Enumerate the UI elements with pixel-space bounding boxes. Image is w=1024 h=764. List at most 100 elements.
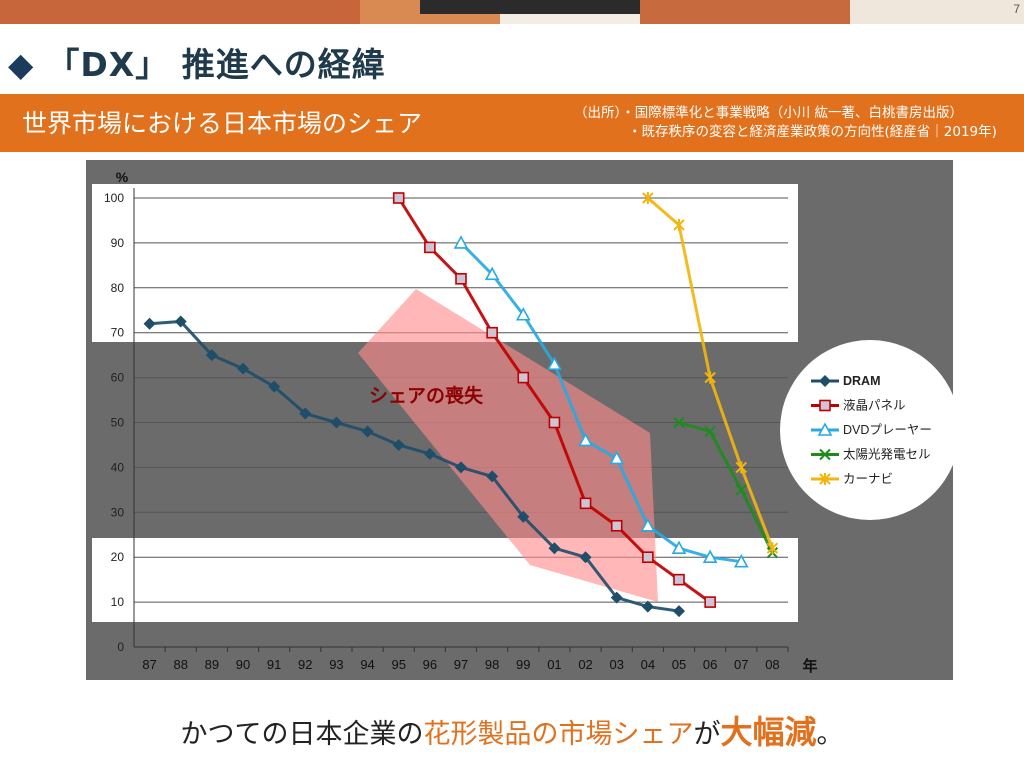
x-tick-label: 92 [298,657,312,672]
data-point [640,518,656,532]
y-tick-label: 60 [111,371,125,385]
legend-entry: カーナビ [843,472,893,486]
data-point [486,326,498,339]
data-point [515,307,531,321]
y-tick-label: 100 [104,191,124,205]
data-point [486,470,499,483]
summary-text: かつての日本企業の花形製品の市場シェアが大幅減。 [0,707,1024,753]
data-point [733,554,749,568]
market-share-chart: 0 10 20 30 40 50 60 70 80 90 100% 87 88 89 90 91 92 93 94 9… [86,160,960,680]
y-axis-label: % [116,169,129,185]
page-title: ◆ 「DX」 推進への経緯 [8,38,386,86]
data-point [517,371,530,384]
loss-arrow-shape [358,289,658,602]
data-point [484,266,500,281]
data-point [704,371,716,384]
summary-part-3: が [693,719,721,750]
data-point [673,573,685,586]
data-point [641,600,654,613]
data-point [392,438,405,451]
data-point [704,596,716,608]
data-point [817,422,833,436]
data-point [702,549,718,564]
data-point [673,416,685,429]
annotation-label: シェアの喪失 [369,384,484,407]
data-point [205,349,218,362]
x-tick-label: 89 [205,657,219,672]
data-point [548,542,561,555]
legend-entry: DVDプレーヤー [843,423,932,437]
x-tick-label: 06 [703,657,717,672]
data-point [453,235,469,249]
data-point [642,192,654,204]
data-point [671,540,687,555]
x-tick-label: 94 [360,657,374,672]
series-line [459,241,742,564]
data-point [579,551,592,564]
data-point [642,551,654,564]
y-tick-label: 90 [111,236,125,250]
data-point [424,241,436,254]
x-tick-label: 04 [641,657,655,672]
data-point [673,605,685,618]
legend-entry: DRAM [843,374,881,388]
banner-title: 世界市場における日本市場のシェア [22,109,423,138]
summary-highlight: 花形製品の市場シェア [423,719,694,750]
y-tick-label: 10 [111,595,125,609]
data-point [704,425,716,438]
x-tick-label: 97 [454,657,468,672]
x-tick-label: 98 [485,657,499,672]
x-tick-label: 87 [142,657,156,672]
x-tick-label: 96 [423,657,437,672]
x-tick-label: 91 [267,657,281,672]
data-point [455,273,467,285]
data-point [609,450,625,465]
x-tick-label: 93 [329,657,343,672]
x-tick-label: 03 [609,657,623,672]
x-tick-label: 05 [672,657,686,672]
y-tick-label: 30 [111,505,125,519]
source-citation: （出所）・国際標準化と事業戦略（小川 紘一著、白桃書房出版） ・既存秩序の変容と… [574,104,1024,142]
y-tick-label: 70 [111,326,125,340]
x-tick-label: 02 [578,657,592,672]
data-point [610,519,623,532]
y-tick-label: 80 [111,281,125,295]
title-text: 「DX」 推進への経緯 [46,45,386,84]
x-tick-label: 88 [173,657,187,672]
legend-entry: 太陽光発電セル [843,447,931,462]
legend-entry: 液晶パネル [843,398,906,413]
data-point [268,380,281,393]
data-point [455,461,467,474]
source-line-1: （出所）・国際標準化と事業戦略（小川 紘一著、白桃書房出版） [574,105,964,121]
series-line [149,319,680,613]
y-tick-label: 40 [111,460,125,474]
x-axis-label: 年 [802,657,817,675]
data-point [174,315,187,328]
summary-emphasis: 大幅減 [720,713,817,751]
data-point [766,542,779,555]
summary-part-1: かつての日本企業の [180,719,424,750]
y-tick-label: 0 [117,640,124,654]
data-point [517,510,530,523]
data-point [578,432,593,447]
data-point [330,416,343,429]
x-tick-label: 99 [516,657,530,672]
data-point [299,407,312,420]
data-point [673,218,685,231]
data-point [547,356,562,370]
summary-part-5: 。 [816,719,844,750]
data-point [579,497,592,510]
data-point [392,192,405,204]
data-point [423,447,436,460]
decorative-pattern [0,0,1024,24]
page-number: 7 [1013,2,1020,16]
x-tick-label: 90 [236,657,250,672]
title-diamond-icon: ◆ [8,45,35,84]
data-point [819,375,831,387]
y-tick-label: 50 [111,416,125,430]
source-line-2: ・既存秩序の変容と経済産業政策の方向性(経産省｜2019年) [574,124,997,140]
data-point [819,473,831,485]
x-tick-label: 07 [734,657,748,672]
decorative-header-strip [0,0,1024,24]
